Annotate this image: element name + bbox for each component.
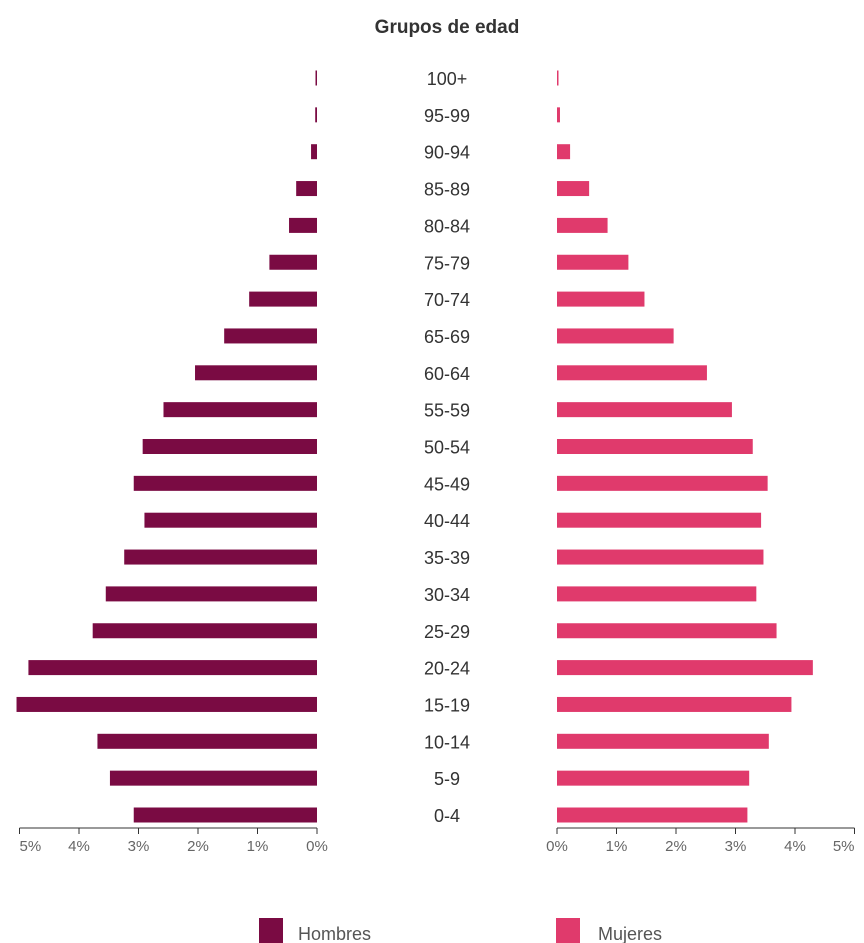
- bar-mujeres-0-4: [557, 807, 748, 823]
- bar-hombres-45-49: [133, 475, 317, 491]
- chart-title: Grupos de edad: [375, 17, 520, 38]
- age-group-label: 75-79: [424, 253, 470, 273]
- age-group-label: 90-94: [424, 143, 470, 163]
- age-group-label: 50-54: [424, 438, 470, 458]
- bar-hombres-20-24: [28, 660, 318, 676]
- legend-label-hombres: Hombres: [298, 924, 371, 943]
- bar-hombres-55-59: [163, 402, 317, 418]
- tick-label-mujeres: 0%: [546, 838, 568, 855]
- tick-label-hombres: 4%: [68, 838, 90, 855]
- legend: Hombres Mujeres: [259, 918, 662, 943]
- age-group-label: 55-59: [424, 401, 470, 421]
- bar-hombres-95-99: [315, 107, 317, 123]
- bar-hombres-15-19: [16, 696, 318, 712]
- age-group-label: 95-99: [424, 106, 470, 126]
- age-group-label: 65-69: [424, 327, 470, 347]
- tick-label-hombres: 0%: [306, 838, 328, 855]
- bar-mujeres-50-54: [557, 439, 753, 454]
- age-group-label: 40-44: [424, 511, 470, 531]
- tick-label-mujeres: 5%: [833, 838, 855, 855]
- tick-label-mujeres: 2%: [665, 838, 687, 855]
- bar-mujeres-90-94: [557, 144, 571, 160]
- tick-label-mujeres: 4%: [784, 838, 806, 855]
- legend-swatch-mujeres: [556, 918, 580, 943]
- bar-hombres-60-64: [195, 365, 317, 381]
- age-group-label: 0-4: [434, 806, 460, 826]
- hombres-bars: [16, 70, 318, 823]
- bar-mujeres-30-34: [557, 586, 757, 602]
- hombres-x-axis: 0% 1% 2% 3% 4% 5%: [19, 827, 328, 855]
- tick-label-hombres: 2%: [187, 838, 209, 855]
- bar-mujeres-10-14: [557, 733, 769, 749]
- age-group-label: 25-29: [424, 622, 470, 642]
- bar-hombres-50-54: [142, 439, 317, 454]
- tick-label-hombres: 1%: [247, 838, 269, 855]
- bar-hombres-70-74: [249, 291, 317, 307]
- bar-hombres-10-14: [97, 733, 317, 749]
- bar-mujeres-100+: [557, 70, 559, 86]
- tick-label-hombres: 3%: [128, 838, 150, 855]
- bar-hombres-85-89: [296, 181, 317, 197]
- bar-mujeres-35-39: [557, 549, 764, 565]
- age-group-label: 80-84: [424, 216, 470, 236]
- age-group-label: 20-24: [424, 659, 470, 679]
- bar-mujeres-55-59: [557, 402, 732, 418]
- bar-mujeres-80-84: [557, 217, 608, 233]
- bar-mujeres-20-24: [557, 660, 813, 676]
- age-group-label: 15-19: [424, 695, 470, 715]
- bar-mujeres-65-69: [557, 328, 674, 344]
- tick-label-mujeres: 3%: [725, 838, 747, 855]
- age-group-label: 45-49: [424, 474, 470, 494]
- bar-mujeres-15-19: [557, 696, 792, 712]
- mujeres-bars: [557, 70, 813, 823]
- bar-mujeres-60-64: [557, 365, 707, 381]
- bar-hombres-100+: [315, 70, 317, 86]
- bar-mujeres-5-9: [557, 770, 750, 786]
- bar-hombres-90-94: [311, 144, 317, 160]
- bar-mujeres-75-79: [557, 254, 629, 270]
- bar-mujeres-70-74: [557, 291, 645, 307]
- bar-hombres-25-29: [92, 623, 317, 639]
- age-group-label: 100+: [427, 69, 468, 89]
- bar-hombres-35-39: [124, 549, 317, 565]
- age-group-label: 60-64: [424, 364, 470, 384]
- bar-hombres-0-4: [133, 807, 317, 823]
- age-group-label: 5-9: [434, 769, 460, 789]
- legend-label-mujeres: Mujeres: [598, 924, 662, 943]
- age-group-label: 85-89: [424, 180, 470, 200]
- bar-hombres-65-69: [224, 328, 317, 344]
- bar-mujeres-45-49: [557, 475, 768, 491]
- age-group-labels: 100+ 95-99 90-94 85-89 80-84 75-79 70-74 65-69 6…: [424, 69, 470, 826]
- age-group-label: 35-39: [424, 548, 470, 568]
- bar-hombres-80-84: [289, 217, 317, 233]
- age-group-label: 70-74: [424, 290, 470, 310]
- tick-label-mujeres: 1%: [606, 838, 628, 855]
- bar-mujeres-40-44: [557, 512, 762, 528]
- age-group-label: 10-14: [424, 732, 470, 752]
- bar-hombres-5-9: [109, 770, 317, 786]
- bar-hombres-30-34: [105, 586, 318, 602]
- bar-mujeres-25-29: [557, 623, 777, 639]
- bar-hombres-75-79: [269, 254, 317, 270]
- bar-hombres-40-44: [144, 512, 317, 528]
- tick-label-hombres: 5%: [20, 838, 42, 855]
- age-group-label: 30-34: [424, 585, 470, 605]
- bar-mujeres-85-89: [557, 181, 590, 197]
- mujeres-x-axis: 0% 1% 2% 3% 4% 5%: [546, 827, 855, 855]
- bar-mujeres-95-99: [557, 107, 560, 123]
- legend-swatch-hombres: [259, 918, 283, 943]
